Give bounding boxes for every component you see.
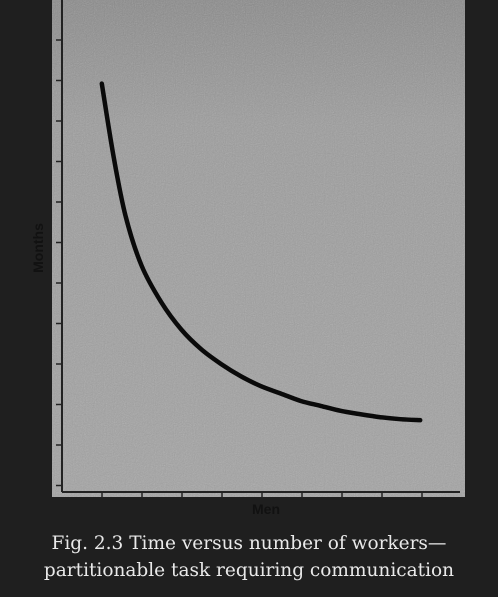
y-axis-label: Months <box>30 223 46 273</box>
caption-line-2: partitionable task requiring communicati… <box>43 560 455 581</box>
series-line-0 <box>99 81 423 423</box>
chart: Men Months <box>30 0 465 517</box>
series-layer <box>99 81 423 423</box>
x-axis-label: Men <box>252 501 280 517</box>
figure-caption: Fig. 2.3 Time versus number of workers— … <box>0 530 498 584</box>
caption-line-1: Fig. 2.3 Time versus number of workers— <box>51 533 447 554</box>
plot-grain <box>52 0 465 497</box>
